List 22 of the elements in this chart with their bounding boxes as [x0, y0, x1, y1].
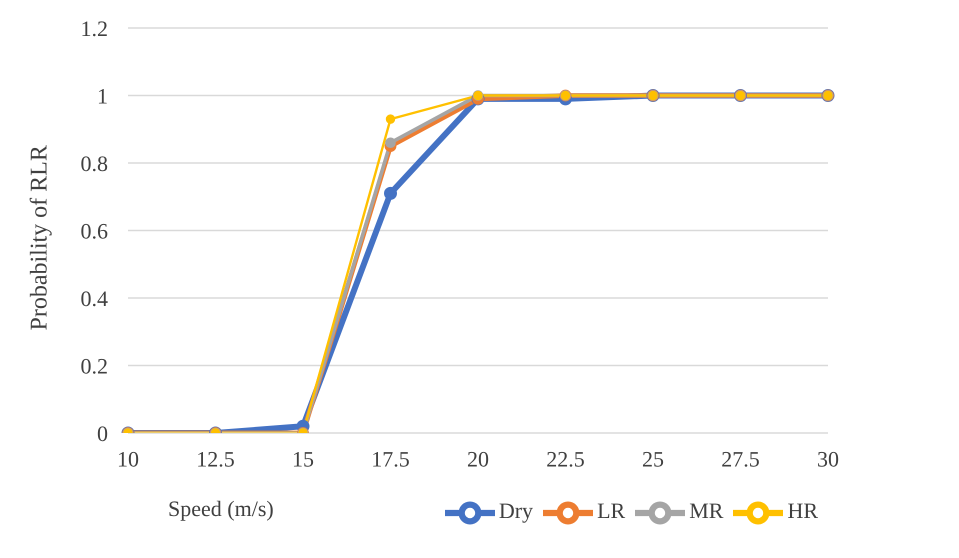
y-tick-label: 0 — [97, 420, 108, 446]
y-tick-label: 1 — [97, 83, 108, 108]
x-tick-label: 17.5 — [371, 446, 410, 472]
y-tick-label: 0.6 — [80, 218, 108, 244]
x-tick-label: 22.5 — [546, 446, 585, 472]
x-tick-label: 12.5 — [196, 446, 235, 472]
y-axis-title: Probability of RLR — [26, 145, 53, 330]
legend-label: LR — [597, 498, 626, 524]
x-tick-label: 10 — [117, 446, 139, 472]
x-tick-label: 15 — [292, 446, 314, 472]
x-axis-title: Speed (m/s) — [168, 496, 274, 522]
x-tick-label: 27.5 — [721, 446, 760, 472]
legend-label: Dry — [498, 498, 534, 524]
x-tick-label: 25 — [642, 446, 664, 472]
y-tick-label: 0.4 — [80, 286, 108, 311]
y-tick-label: 0.2 — [80, 353, 108, 378]
legend-label: MR — [689, 498, 724, 524]
y-tick-label: 0.8 — [80, 150, 108, 176]
y-tick-label: 1.2 — [80, 16, 108, 41]
x-tick-label: 30 — [817, 446, 839, 472]
legend-label: HR — [787, 498, 818, 524]
x-tick-label: 20 — [467, 446, 489, 472]
